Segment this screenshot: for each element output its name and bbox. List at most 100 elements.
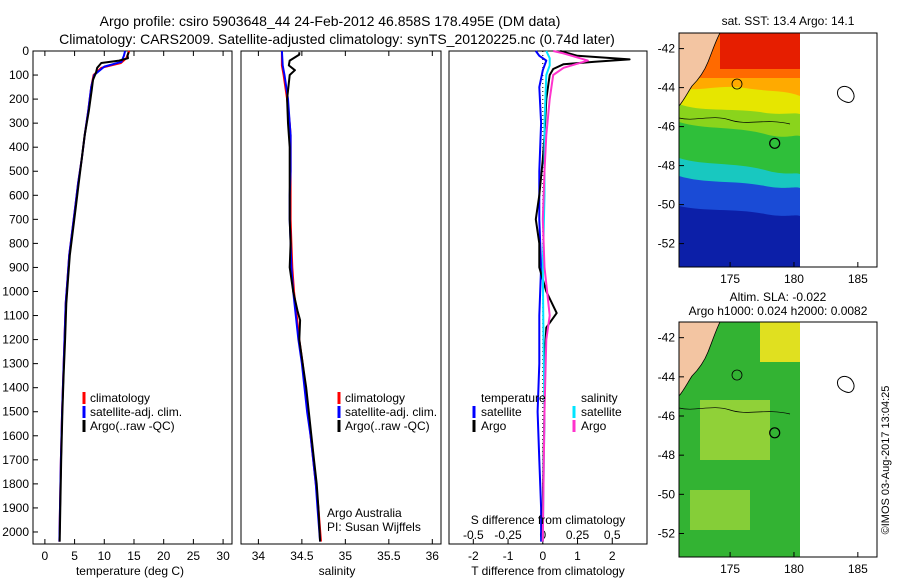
difference-line-satellite (534, 50, 548, 542)
t-diff-tick-label: 1 (574, 549, 581, 563)
sla-isobath-ring (731, 369, 743, 381)
legend-label-climatology: climatology (90, 391, 150, 405)
legend-label-t-satellite: satellite (481, 405, 522, 419)
difference-line-sal_argo (541, 50, 589, 542)
x-tick-label: 36 (426, 549, 440, 563)
salinity-x-label: salinity (319, 564, 356, 578)
x-tick-label: 35.5 (377, 549, 401, 563)
depth-axis: 0 100 200 300 400 500 600 700 800 900 1000 1100 1200… (2, 44, 38, 539)
map-y-tick-label: -48 (658, 448, 676, 462)
map-x-tick-label: 180 (784, 272, 804, 286)
depth-tick-label: 100 (9, 68, 29, 82)
credit-pi: PI: Susan Wijffels (327, 520, 421, 534)
sla-map-panel: Altim. SLA: -0.022 Argo h1000: 0.024 h20… (658, 290, 878, 576)
sla-argo-position-marker (769, 427, 781, 439)
sst-map-frame (678, 32, 878, 268)
figure-title-line2: Climatology: CARS2009. Satellite-adjuste… (59, 31, 615, 47)
temperature-panel: 0100200300400500600700800900100011001200… (2, 44, 233, 578)
salinity-profiles (280, 50, 322, 542)
t-diff-tick-label: -2 (468, 549, 479, 563)
sla-mid-patch (700, 400, 770, 460)
sst-band-deepblue (679, 206, 800, 267)
legend-label-climatology: climatology (345, 391, 405, 405)
x-tick-label: 0 (42, 549, 49, 563)
legend-label-argo: Argo(..raw -QC) (90, 419, 175, 433)
s-diff-tick-label: -0.25 (494, 528, 522, 542)
legend-label-s-satellite: satellite (581, 405, 622, 419)
depth-tick-label: 1300 (2, 357, 29, 371)
difference-panel: -2 -1 0 1 2-0.5 -0.25 0 0.25 0.5 S difference fr… (448, 50, 648, 578)
depth-tick-label: 200 (9, 92, 29, 106)
sst-map-axes: 175 180 185 -42 -44 -46 -48 -50 -52 (658, 42, 869, 286)
timestamp-stamp: ©IMOS 03-Aug-2017 13:04:25 (880, 386, 892, 535)
salinity-x-axis: 34 34.5 35 35.5 36 (252, 51, 440, 563)
sst-argo-position-marker (769, 137, 781, 149)
depth-tick-label: 700 (9, 212, 29, 226)
x-tick-label: 20 (157, 549, 171, 563)
x-tick-label: 35 (339, 549, 353, 563)
sla-low-patch (690, 490, 750, 530)
sla-map-title-line1: Altim. SLA: -0.022 (730, 290, 827, 304)
salinity-axes-frame (240, 50, 442, 545)
map-y-tick-label: -46 (658, 409, 676, 423)
x-tick-label: 15 (127, 549, 141, 563)
x-tick-label: 25 (187, 549, 201, 563)
sst-island-outline (837, 85, 855, 103)
depth-tick-label: 1000 (2, 284, 29, 298)
t-difference-label: T difference from climatology (471, 564, 625, 578)
depth-tick-label: 1700 (2, 453, 29, 467)
difference-legend: temperature satellite Argo salinity sate… (472, 391, 622, 433)
legend-label-satellite: satellite-adj. clim. (90, 405, 182, 419)
sla-map-title-line2: Argo h1000: 0.024 h2000: 0.0082 (689, 304, 868, 318)
sla-field (679, 322, 855, 557)
sst-map-title: sat. SST: 13.4 Argo: 14.1 (722, 14, 855, 28)
sst-band-hot (720, 33, 800, 69)
sla-high-patch (760, 322, 800, 362)
t-diff-tick-label: 0 (539, 549, 546, 563)
x-tick-label: 34.5 (290, 549, 314, 563)
sst-field (679, 33, 855, 267)
sst-isobath (679, 117, 791, 125)
map-y-tick-label: -52 (658, 527, 676, 541)
depth-tick-label: 1200 (2, 333, 29, 347)
map-y-tick-label: -44 (658, 370, 676, 384)
depth-tick-label: 1900 (2, 501, 29, 515)
t-diff-tick-label: 2 (609, 549, 616, 563)
map-x-tick-label: 185 (848, 562, 868, 576)
legend-title-salinity: salinity (581, 391, 618, 405)
depth-tick-label: 500 (9, 164, 29, 178)
temperature-x-label: temperature (deg C) (76, 564, 184, 578)
sst-coastline-land (679, 33, 721, 107)
credit-institution: Argo Australia (327, 506, 402, 520)
difference-profiles (534, 50, 631, 542)
map-x-tick-label: 175 (720, 272, 740, 286)
map-x-tick-label: 175 (720, 562, 740, 576)
depth-tick-label: 1800 (2, 477, 29, 491)
temperature-x-axis: 0 5 10 15 20 25 30 (42, 51, 230, 563)
figure-title-line1: Argo profile: csiro 5903648_44 24-Feb-20… (100, 13, 561, 29)
legend-label-argo: Argo(..raw -QC) (345, 419, 430, 433)
depth-tick-label: 2000 (2, 525, 29, 539)
s-diff-tick-label: 0.5 (604, 528, 621, 542)
depth-tick-label: 800 (9, 236, 29, 250)
sst-band-green (679, 122, 800, 176)
depth-tick-label: 1400 (2, 381, 29, 395)
s-difference-label: S difference from climatology (471, 513, 626, 527)
depth-tick-label: 1600 (2, 429, 29, 443)
sla-map-frame (678, 321, 878, 558)
x-tick-label: 10 (98, 549, 112, 563)
salinity-line-argo (286, 52, 322, 542)
temperature-line-argo (58, 51, 130, 542)
legend-label-satellite: satellite-adj. clim. (345, 405, 437, 419)
temperature-axes-frame (32, 50, 233, 545)
salinity-legend: climatology satellite-adj. clim. Argo(..… (337, 391, 437, 433)
legend-label-s-argo: Argo (581, 419, 607, 433)
map-y-tick-label: -42 (658, 42, 676, 56)
map-y-tick-label: -50 (658, 198, 676, 212)
depth-tick-label: 900 (9, 260, 29, 274)
x-tick-label: 34 (252, 549, 266, 563)
x-tick-label: 30 (216, 549, 230, 563)
sst-map-panel: sat. SST: 13.4 Argo: 14.1 175 180 185 -42 -4… (658, 14, 878, 286)
s-diff-tick-label: -0.5 (463, 528, 484, 542)
depth-tick-label: 0 (22, 44, 29, 58)
